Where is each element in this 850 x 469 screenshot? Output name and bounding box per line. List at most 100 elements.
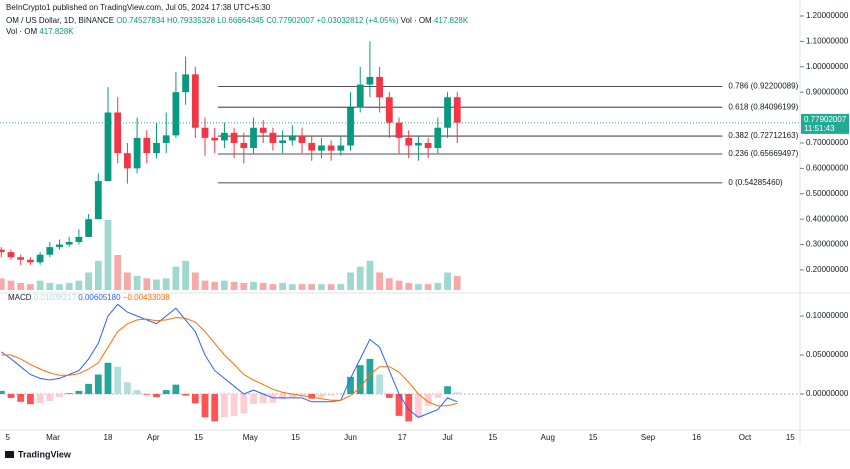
candle-body [415, 142, 422, 146]
histogram-bar [424, 394, 432, 406]
volume-bar [17, 283, 25, 290]
macd-line [1, 303, 458, 418]
candle-body [182, 74, 190, 93]
macd-title: MACD [8, 293, 32, 302]
volume-bar [114, 255, 122, 290]
x-tick-label: 17 [398, 433, 407, 442]
candle-body [17, 257, 25, 260]
candle-body [114, 112, 122, 154]
candle-body [36, 254, 44, 263]
histogram-bar [46, 394, 54, 402]
publisher: BeInCrypto1 published on TradingView.com… [6, 3, 271, 12]
y-tick-label: 0.20000000 [806, 265, 849, 274]
x-tick-label: 15 [291, 433, 300, 442]
candle-body [0, 249, 5, 253]
histogram-bar [65, 393, 73, 395]
histogram-bar [153, 394, 160, 398]
histogram-bar [201, 394, 209, 418]
vol-value: 417.828K [39, 27, 74, 36]
candle-body [65, 242, 73, 245]
x-tick-label: Oct [739, 433, 752, 442]
volume-bar [162, 278, 170, 290]
candle-body [94, 181, 102, 220]
candle-body [27, 259, 34, 263]
y-tick-label: 0.40000000 [806, 214, 849, 223]
y-tick-label: 0.70000000 [806, 138, 849, 147]
volume-bar [182, 260, 190, 290]
volume-bar [405, 283, 413, 290]
volume-bar [65, 283, 73, 290]
volume-bar [434, 283, 442, 290]
fib-label: 0.236 (0.65669497) [728, 149, 798, 158]
histogram-bar [347, 376, 354, 395]
candle-body [434, 127, 442, 149]
volume-bar [85, 272, 92, 290]
volume-bar [376, 272, 384, 290]
volume-bar [56, 284, 63, 290]
volume-bar [201, 280, 209, 290]
x-tick-label: 15 [488, 433, 497, 442]
candle-body [395, 122, 403, 138]
histogram-bar [85, 383, 92, 395]
histogram-bar [288, 394, 296, 398]
macd-value: 0.00605180 [78, 293, 121, 302]
x-tick-label: 18 [104, 433, 113, 442]
candle-body [201, 127, 209, 138]
y-tick-label: 0.00000000 [806, 389, 849, 398]
volume-bar [240, 283, 248, 290]
volume-bar [318, 284, 325, 290]
volume-bar [75, 280, 83, 290]
candle-body [85, 219, 92, 237]
histogram-bar [230, 394, 238, 416]
signal-value: −0.00433038 [123, 293, 170, 302]
histogram-bar [56, 394, 63, 398]
hist-value: 0.01038217 [34, 293, 77, 302]
volume-bar [153, 279, 160, 290]
candle-body [424, 142, 432, 149]
histogram-bar [415, 394, 422, 418]
histogram-bar [221, 394, 228, 418]
volume-legend: Vol · OM 417.828K [6, 27, 74, 36]
histogram-bar [250, 394, 257, 405]
fib-label: 0.786 (0.92200089) [728, 82, 798, 91]
candle-body [327, 145, 335, 151]
y-tick-label: 0.10000000 [806, 311, 849, 320]
volume-bar [356, 266, 364, 290]
histogram-bar [366, 358, 374, 395]
logo-icon [5, 451, 14, 458]
histogram-bar [7, 394, 15, 398]
volume-bar [172, 266, 180, 290]
histogram-bar [405, 394, 413, 422]
candle-body [269, 132, 277, 143]
candle-body [444, 97, 451, 128]
histogram-bar [211, 394, 219, 422]
symbol: OM / US Dollar, 1D, BINANCE [6, 16, 114, 25]
volume-bar [94, 260, 102, 290]
volume-bar [124, 272, 131, 290]
candle-body [124, 153, 131, 169]
volume-bar [288, 284, 296, 290]
candle-body [298, 135, 306, 143]
change: +0.03032812 (+4.05%) [317, 16, 399, 25]
candle-body [288, 135, 296, 141]
x-tick-label: 5 [6, 433, 11, 442]
histogram-bar [182, 394, 190, 396]
histogram-bar [259, 394, 267, 404]
y-tick-label: 0.60000000 [806, 163, 849, 172]
candle-body [366, 76, 374, 85]
volume-bar [444, 272, 451, 290]
histogram-bar [36, 394, 44, 404]
candle-body [56, 244, 63, 248]
high: H0.79335328 [167, 16, 216, 25]
volume-bar [7, 280, 15, 290]
x-tick-label: 15 [786, 433, 795, 442]
footer-logo: TradingView [18, 449, 72, 459]
histogram-bar [124, 382, 131, 395]
candle-body [347, 107, 354, 146]
histogram-bar [94, 374, 102, 395]
histogram-bar [240, 394, 248, 414]
candle-body [153, 142, 160, 154]
x-tick-label: Aug [541, 433, 555, 442]
volume-bar [366, 260, 374, 290]
